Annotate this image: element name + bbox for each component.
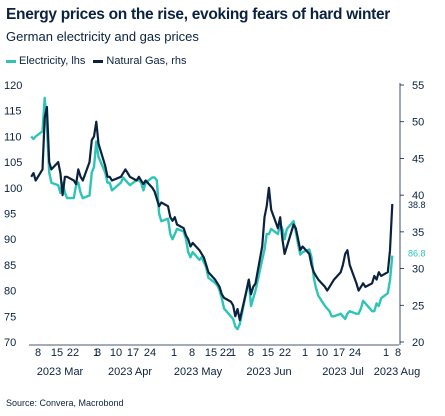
series-line-natural-gas [30, 105, 394, 322]
y-left-tick-label: 120 [4, 80, 22, 92]
x-tick-label: 1 [383, 347, 389, 359]
x-month-label: 2023 Mar [37, 366, 84, 378]
chart-legend: Electricity, lhs Natural Gas, rhs [6, 55, 195, 67]
x-tick-label: 22 [67, 347, 79, 359]
x-tick-label: 22 [279, 347, 291, 359]
y-right-tick-label: 40 [412, 190, 424, 202]
y-left-tick-label: 75 [4, 311, 16, 323]
x-tick-label: 8 [35, 347, 41, 359]
x-month-label: 2023 May [174, 366, 223, 378]
x-tick-label: 24 [349, 347, 361, 359]
x-tick-label: 8 [189, 347, 195, 359]
y-right-tick-label: 20 [412, 337, 424, 349]
y-right-tick-label: 55 [412, 80, 424, 92]
y-left-tick-label: 110 [4, 131, 22, 143]
x-tick-label: 15 [51, 347, 63, 359]
end-label-natural-gas: 38.8 [408, 200, 426, 210]
x-month-label: 2023 Aug [374, 366, 421, 378]
x-tick-label: 15 [205, 347, 217, 359]
y-left-tick-label: 115 [4, 106, 22, 118]
x-tick-label: 10 [316, 347, 328, 359]
x-month-label: 2023 Jun [246, 366, 291, 378]
y-left-tick-label: 100 [4, 183, 22, 195]
x-tick-label: 17 [333, 347, 345, 359]
legend-swatch-electricity [6, 59, 16, 63]
x-tick-label: 3 [95, 347, 101, 359]
legend-swatch-gas [93, 59, 104, 63]
legend-label-electricity: Electricity, lhs [19, 55, 86, 67]
x-tick-label: 24 [144, 347, 156, 359]
y-right-tick-label: 30 [412, 264, 424, 276]
x-tick-label: 8 [248, 347, 254, 359]
y-right-tick-label: 50 [412, 117, 424, 129]
y-right-tick-label: 45 [412, 153, 424, 165]
x-tick-label: 8 [395, 347, 401, 359]
legend-item-gas: Natural Gas, rhs [93, 55, 187, 67]
x-tick-label: 1 [302, 347, 308, 359]
y-left-tick-label: 90 [4, 234, 16, 246]
y-right-tick-label: 25 [412, 300, 424, 312]
x-tick-label: 1 [230, 347, 236, 359]
y-right-tick-label: 35 [412, 227, 424, 239]
y-left-tick-label: 85 [4, 260, 16, 272]
x-tick-label: 15 [262, 347, 274, 359]
end-label-electricity: 86.8 [408, 249, 426, 259]
x-tick-label: 10 [110, 347, 122, 359]
y-left-tick-label: 95 [4, 209, 16, 221]
series-line-electricity [30, 96, 394, 331]
x-tick-label: 1 [171, 347, 177, 359]
chart-source: Source: Convera, Macrobond [6, 398, 124, 408]
y-left-tick-label: 70 [4, 337, 16, 349]
x-tick-label: 22 [220, 347, 232, 359]
y-left-tick-label: 80 [4, 286, 16, 298]
x-tick-label: 1 [93, 347, 99, 359]
chart-subtitle: German electricity and gas prices [6, 29, 199, 44]
chart-title: Energy prices on the rise, evoking fears… [6, 6, 391, 23]
x-month-label: 2023 Jul [322, 366, 364, 378]
x-tick-label: 17 [127, 347, 139, 359]
y-left-tick-label: 105 [4, 157, 22, 169]
x-month-label: 2023 Apr [108, 366, 152, 378]
legend-label-gas: Natural Gas, rhs [106, 55, 187, 67]
legend-item-electricity: Electricity, lhs [6, 55, 85, 67]
